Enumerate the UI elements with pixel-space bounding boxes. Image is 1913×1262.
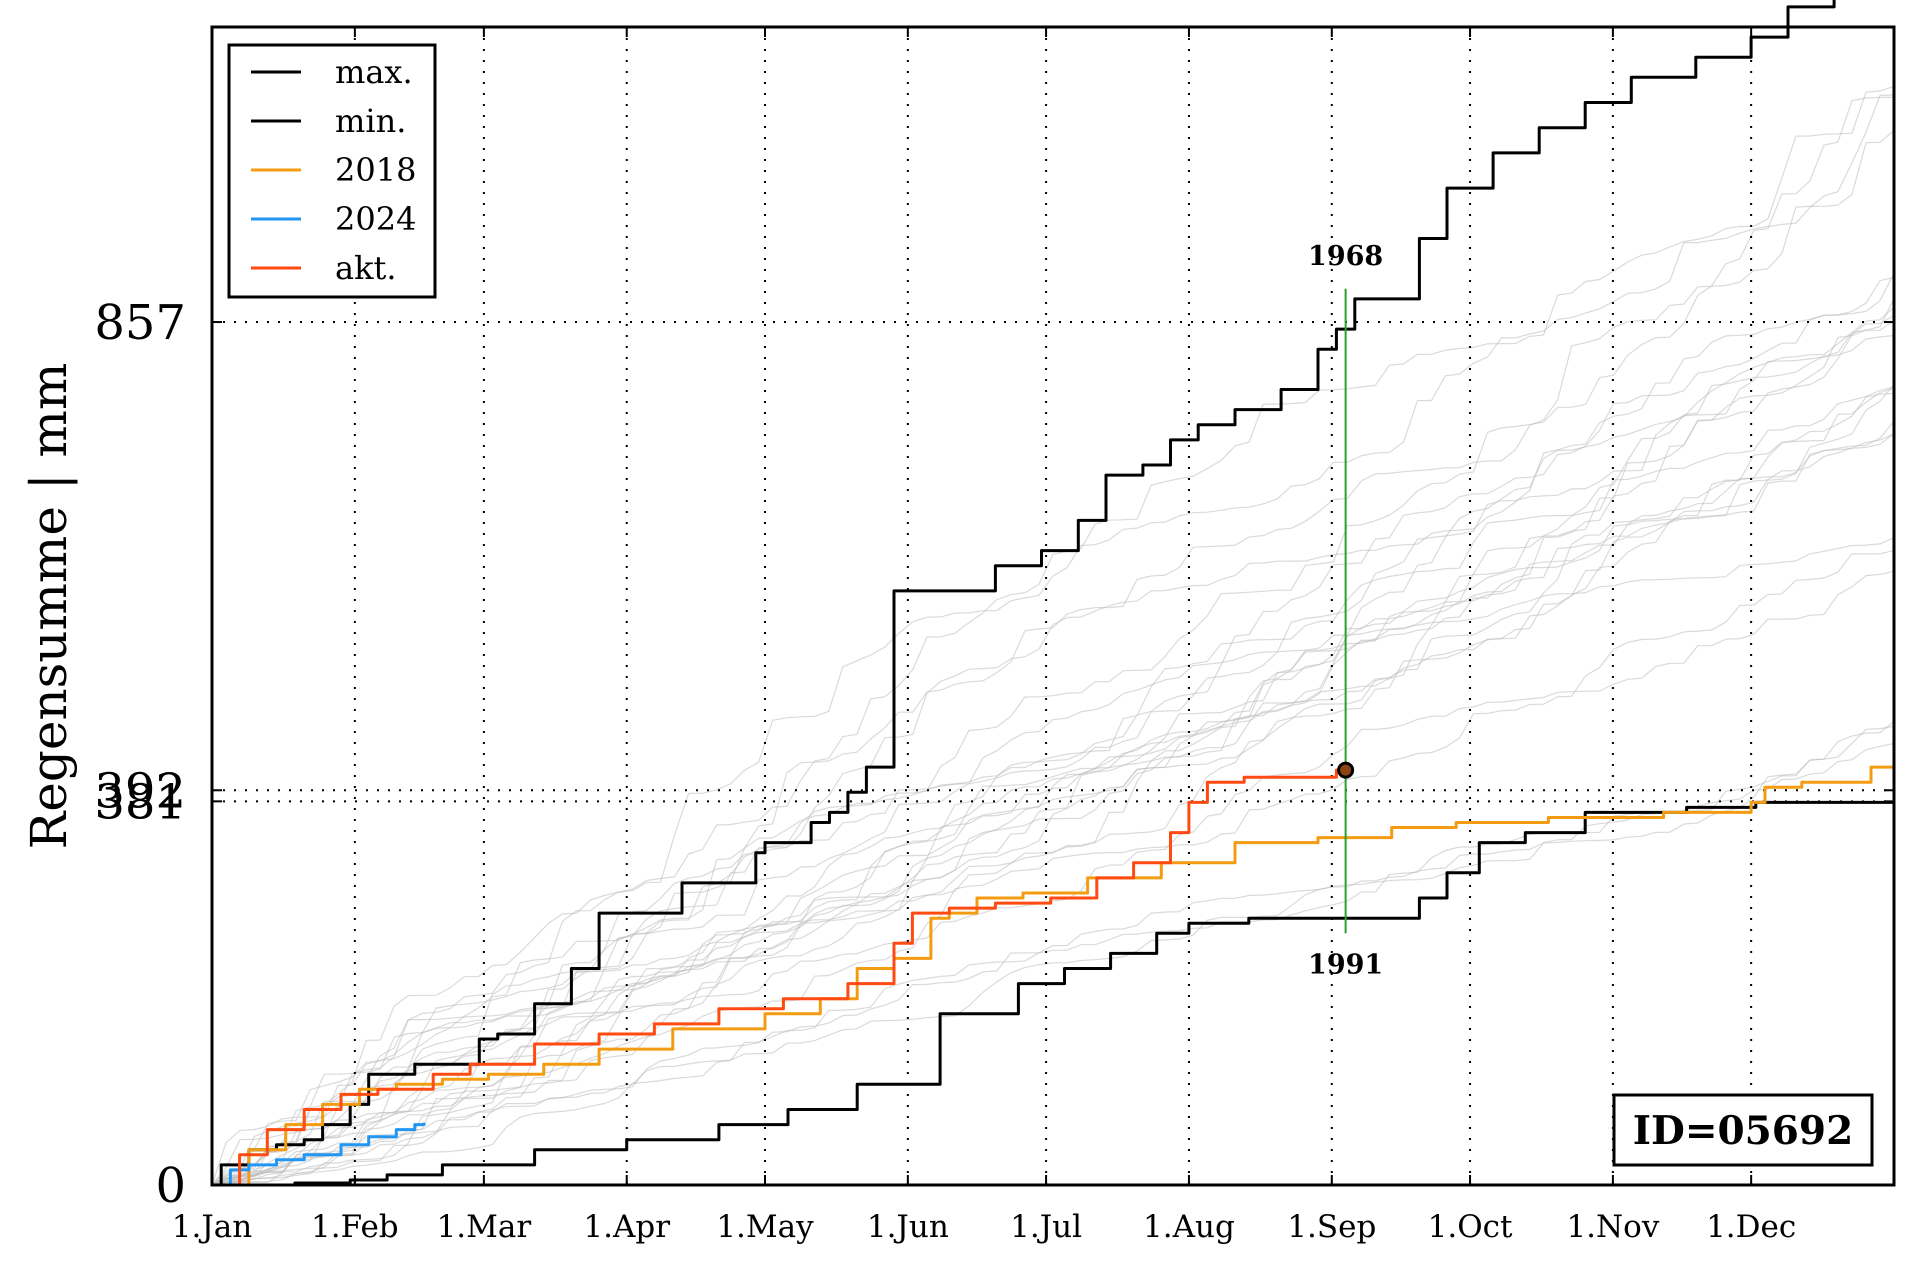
y-axis-label: Regensumme | mm [20, 363, 78, 850]
x-tick-label: 1.May [716, 1209, 814, 1245]
background-series-line [211, 298, 1895, 1186]
background-series-line [211, 384, 1895, 1186]
background-series-line [211, 720, 1895, 1186]
x-tick-label: 1.Dec [1706, 1209, 1796, 1245]
x-tick-label: 1.Mar [437, 1209, 532, 1245]
y-tick-label: 392 [94, 763, 186, 819]
background-series-line [211, 320, 1895, 1186]
y-tick-label: 0 [155, 1158, 186, 1214]
background-series-line [211, 314, 1895, 1186]
annotation-year: 1968 [1308, 241, 1383, 272]
x-tick-label: 1.Jun [867, 1209, 949, 1245]
legend: max. min. 2018 2024 akt. [227, 43, 437, 299]
id-box: ID=05692 [1612, 1093, 1874, 1167]
series-line-3 [212, 1122, 426, 1187]
id-box-text: ID=05692 [1633, 1108, 1853, 1154]
axes-group: 1.Jan 1.Feb 1.Mar 1.Apr 1.May 1.Jun 1.Jul 1.Aug… [94, 27, 1894, 1245]
background-series-line [211, 306, 1895, 1186]
background-series-line [211, 272, 1895, 1186]
y-tick-label: 857 [94, 295, 186, 351]
series-line-0 [212, 0, 1836, 1187]
plot-frame [210, 25, 1896, 1187]
plot-area [212, 27, 1894, 1185]
series-line-4 [212, 768, 1346, 1187]
current-value-marker [1337, 761, 1355, 779]
x-tick-label: 1.Feb [311, 1209, 399, 1245]
x-tick-label: 1.Oct [1428, 1209, 1513, 1245]
annotation-year: 1991 [1308, 949, 1383, 980]
background-series-line [211, 129, 1895, 1186]
background-series-line [211, 334, 1895, 1186]
series-line-1 [212, 790, 1896, 1187]
background-series-line [211, 537, 1895, 1186]
id-box-frame [1612, 1093, 1874, 1167]
x-tick-label: 1.Nov [1566, 1209, 1659, 1245]
x-tick-label: 1.Aug [1143, 1209, 1235, 1245]
legend-label: max. [335, 53, 413, 91]
legend-label: akt. [335, 249, 397, 287]
legend-label: 2018 [335, 151, 416, 189]
series-group [212, 0, 1896, 1187]
x-tick-label: 1.Apr [583, 1209, 670, 1245]
background-series-line [211, 742, 1895, 1186]
background-series-line [211, 94, 1895, 1186]
series-line-2 [212, 762, 1896, 1187]
legend-label: min. [335, 102, 406, 140]
x-tick-label: 1.Jul [1010, 1209, 1082, 1245]
background-series-line [211, 549, 1895, 1186]
background-series-line [211, 421, 1895, 1186]
overlay-group: 1968 1991 [1308, 241, 1383, 980]
background-series-line [211, 433, 1895, 1186]
legend-label: 2024 [335, 200, 416, 238]
x-tick-label: 1.Jan [172, 1209, 252, 1245]
y-tick-label: 381 [94, 774, 186, 830]
background-series-line [211, 96, 1894, 1186]
x-tick-label: 1.Sep [1287, 1209, 1376, 1245]
